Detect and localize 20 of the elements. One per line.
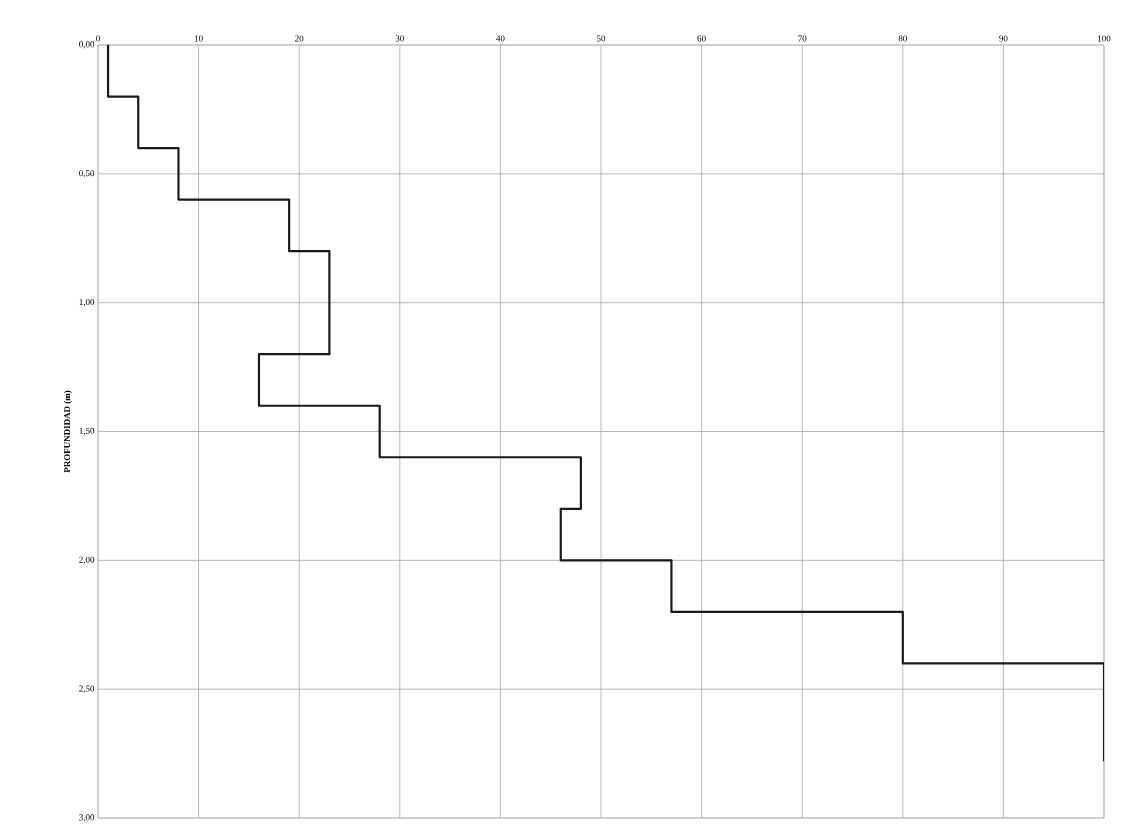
y-tick-label: 1,00 bbox=[79, 299, 95, 307]
x-tick-label: 70 bbox=[798, 35, 807, 42]
x-tick-label: 30 bbox=[395, 35, 404, 42]
x-tick-label: 40 bbox=[496, 35, 505, 42]
x-tick-label: 80 bbox=[898, 35, 907, 42]
y-tick-label: 2,00 bbox=[79, 556, 95, 565]
x-tick-label: 50 bbox=[597, 35, 606, 42]
y-tick-label: 2,50 bbox=[79, 685, 95, 693]
y-axis-title: PROFUNDIDAD (m) bbox=[63, 390, 72, 473]
y-tick-label: 0,00 bbox=[79, 41, 95, 49]
line-series bbox=[106, 45, 1105, 763]
x-tick-label: 60 bbox=[697, 35, 706, 42]
x-tick-label: 20 bbox=[295, 35, 304, 42]
x-tick-label: 10 bbox=[194, 35, 203, 42]
x-tick-label: 100 bbox=[1098, 35, 1111, 42]
y-tick-label: 3,00 bbox=[79, 814, 95, 822]
y-tick-label: 1,50 bbox=[79, 427, 95, 436]
x-tick-label: 0 bbox=[96, 35, 100, 42]
x-tick-label: 90 bbox=[999, 35, 1008, 42]
y-tick-label: 0,50 bbox=[79, 170, 95, 178]
